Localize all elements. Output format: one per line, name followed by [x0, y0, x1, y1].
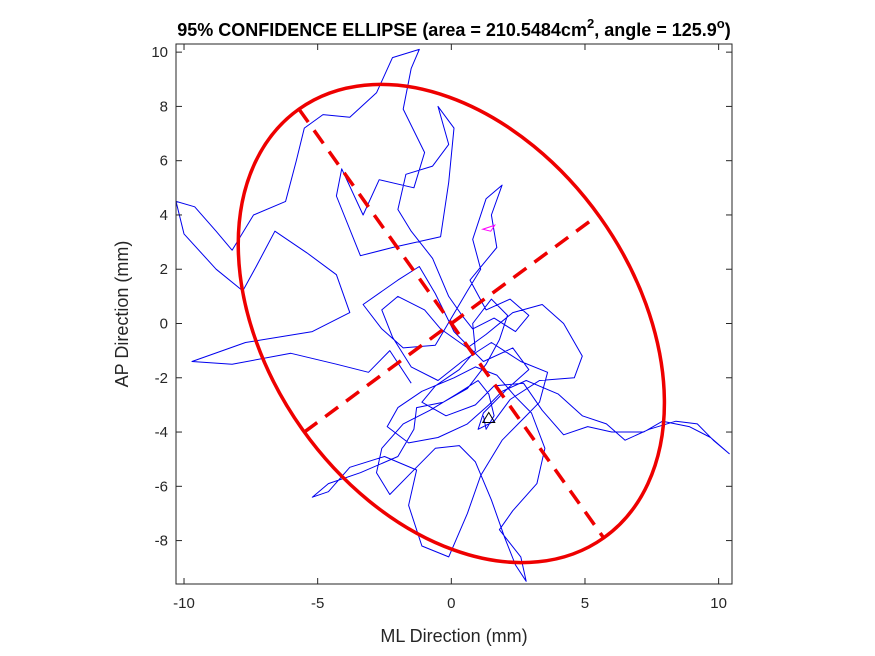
end-marker [481, 411, 496, 423]
y-axis-ticks: -8 -6 -4 -2 0 2 4 6 8 10 [151, 44, 732, 550]
y-tick-label: 0 [160, 315, 168, 332]
marker-layer [480, 224, 496, 423]
y-axis-label: AP Direction (mm) [112, 241, 132, 388]
y-tick-label: 8 [160, 98, 168, 115]
x-axis-label: ML Direction (mm) [380, 626, 527, 646]
x-tick-label: 5 [581, 595, 589, 612]
y-tick-label: -8 [155, 533, 168, 550]
chart-title: 95% CONFIDENCE ELLIPSE (area = 210.5484c… [177, 16, 730, 40]
sway-trace-layer [176, 48, 730, 582]
sway-trace-line [176, 48, 730, 582]
axes-box [175, 43, 733, 585]
y-tick-label: -6 [155, 478, 168, 495]
y-tick-label: 4 [160, 207, 168, 224]
x-axis-ticks: -10 -5 0 5 10 [173, 44, 727, 612]
y-tick-label: -2 [155, 370, 168, 387]
y-tick-label: 6 [160, 153, 168, 170]
y-tick-label: -4 [155, 424, 168, 441]
x-tick-label: 10 [710, 595, 727, 612]
ellipse-layer [236, 82, 667, 565]
start-marker [480, 224, 496, 232]
x-tick-label: -5 [311, 595, 324, 612]
minor-axis-line [303, 213, 600, 434]
x-tick-label: 0 [447, 595, 455, 612]
y-tick-label: 10 [151, 44, 168, 61]
x-tick-label: -10 [173, 595, 195, 612]
y-tick-label: 2 [160, 261, 168, 278]
